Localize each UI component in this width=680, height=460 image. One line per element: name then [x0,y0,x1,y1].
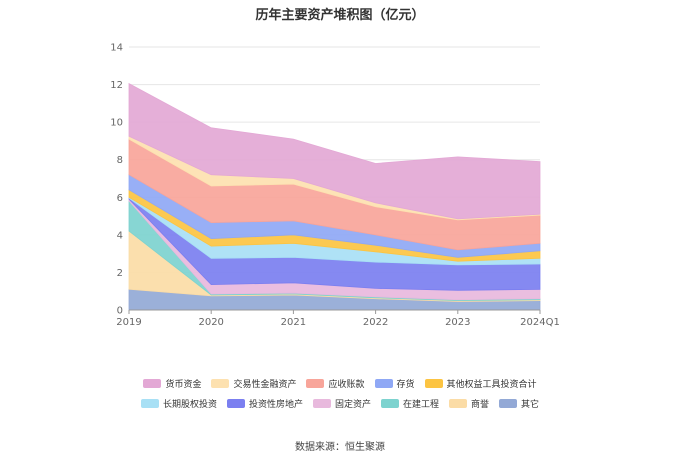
y-tick-label: 4 [117,230,123,241]
legend-item[interactable]: 长期股权投资 [140,396,217,410]
legend-row: 长期股权投资 投资性房地产 固定资产 在建工程 商誉 其它 [0,396,680,410]
legend-item[interactable]: 其他权益工具投资合计 [424,376,537,390]
legend-label: 投资性房地产 [248,399,303,410]
legend-label: 长期股权投资 [162,399,217,410]
x-tick-label: 2019 [116,317,141,328]
legend-swatch [449,398,468,408]
area-series [128,82,541,220]
y-tick-label: 2 [117,268,123,279]
legend-item[interactable]: 固定资产 [312,396,371,410]
y-tick-label: 12 [110,80,123,91]
y-tick-label: 0 [117,306,123,317]
legend-swatch [140,398,159,408]
x-tick-label: 2024Q1 [520,317,560,328]
legend-row: 货币资金 交易性金融资产 应收账款 存货 其他权益工具投资合计 [0,376,680,390]
legend-item[interactable]: 存货 [374,376,415,390]
legend-item[interactable]: 投资性房地产 [226,396,303,410]
legend-label: 应收账款 [328,379,365,390]
y-tick-label: 14 [110,43,123,54]
legend-swatch [381,398,399,408]
legend-swatch [211,378,230,388]
legend-item[interactable]: 其它 [499,396,539,410]
data-source: 数据来源：恒生聚源 [295,442,385,453]
axis-layer: 0 2 4 6 8 10 12 14 2019 2020 2021 2022 2023 2024Q1 [110,43,560,329]
legend-swatch [424,378,443,388]
legend-item[interactable]: 商誉 [449,396,489,410]
legend-swatch [374,378,393,388]
legend-swatch [499,398,518,408]
area-layer [128,82,541,311]
legend-item[interactable]: 应收账款 [306,376,365,390]
x-tick-label: 2020 [198,317,223,328]
legend-label: 其它 [521,399,540,410]
y-tick-label: 10 [110,118,123,129]
legend-swatch [143,378,162,388]
legend-item[interactable]: 交易性金融资产 [211,376,296,390]
y-tick-label: 6 [117,193,123,204]
legend-label: 固定资产 [334,399,371,410]
legend-label: 交易性金融资产 [233,379,297,390]
legend-label: 货币资金 [165,379,202,390]
x-tick-label: 2022 [363,317,388,328]
x-tick-label: 2021 [281,317,306,328]
x-tick-label: 2023 [445,317,470,328]
legend-label: 存货 [396,379,415,390]
legend-swatch [226,398,245,408]
legend: 货币资金 交易性金融资产 应收账款 存货 其他权益工具投资合计 长期股权投资 投资性房地产… [0,376,680,416]
legend-label: 在建工程 [403,399,440,410]
legend-label: 商誉 [471,399,490,410]
legend-label: 其他权益工具投资合计 [446,379,537,390]
legend-item[interactable]: 在建工程 [381,396,439,410]
legend-swatch [312,398,331,408]
legend-swatch [306,378,325,388]
stacked-area-chart: 0 2 4 6 8 10 12 14 2019 2020 2021 2022 2023 2024Q1 [110,43,560,329]
legend-item[interactable]: 货币资金 [143,376,201,390]
chart-title: 历年主要资产堆积图（亿元） [255,8,425,23]
y-tick-label: 8 [117,155,123,166]
